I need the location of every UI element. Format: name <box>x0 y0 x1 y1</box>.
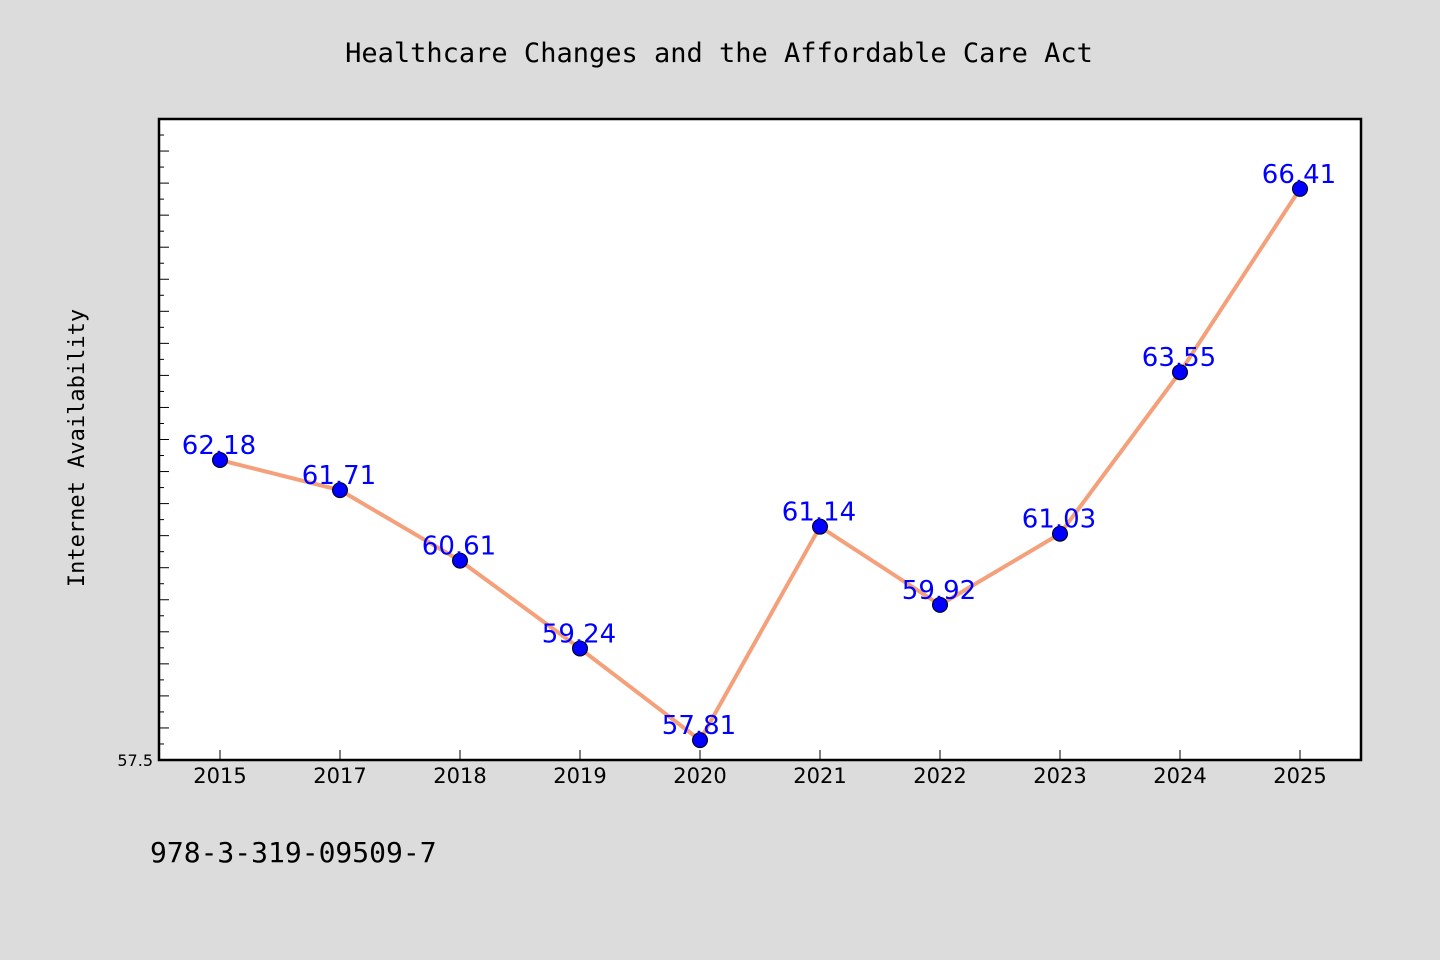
x-tick-label: 2022 <box>913 764 966 788</box>
data-point <box>1172 364 1188 381</box>
x-tick-label: 2019 <box>553 764 606 788</box>
data-label: 63.55 <box>1142 343 1216 373</box>
x-axis-ticks <box>219 750 1301 760</box>
plot-area <box>159 119 1361 760</box>
data-point <box>212 452 228 469</box>
x-tick-label: 2024 <box>1153 764 1206 788</box>
chart-title: Healthcare Changes and the Affordable Ca… <box>345 38 1093 69</box>
isbn-footer: 978-3-319-09509-7 <box>150 836 437 869</box>
data-point <box>812 518 828 535</box>
y-axis-label: Internet Availability <box>65 309 90 587</box>
x-axis-tick-labels: 2015 2017 2018 2019 2020 2021 2022 2023 2024 2025 <box>193 764 1326 788</box>
data-point <box>932 596 948 613</box>
data-point <box>332 482 348 499</box>
data-label: 57.81 <box>662 711 736 741</box>
y-tick-label: 57.5 <box>117 751 153 770</box>
data-label: 62.18 <box>182 431 256 461</box>
x-tick-label: 2017 <box>313 764 366 788</box>
x-tick-label: 2023 <box>1033 764 1086 788</box>
data-point <box>1292 180 1308 197</box>
series-line <box>218 186 1302 743</box>
data-label: 61.14 <box>782 498 856 528</box>
y-axis-ticks <box>159 118 169 761</box>
data-point <box>692 732 708 749</box>
x-tick-label: 2025 <box>1273 764 1326 788</box>
x-tick-label: 2015 <box>193 764 246 788</box>
data-point <box>452 552 468 569</box>
data-label: 66.41 <box>1262 160 1336 190</box>
series-line-group <box>218 186 1302 743</box>
data-label: 61.03 <box>1022 505 1096 535</box>
data-label: 59.92 <box>902 576 976 606</box>
x-tick-label: 2021 <box>793 764 846 788</box>
x-tick-label: 2020 <box>673 764 726 788</box>
data-point <box>1052 525 1068 542</box>
data-label: 59.24 <box>542 619 616 649</box>
data-label: 60.61 <box>422 532 496 562</box>
x-tick-label: 2018 <box>433 764 486 788</box>
data-point <box>572 640 588 657</box>
plot-frame <box>157 117 1363 762</box>
data-labels: 62.18 61.71 60.61 59.24 57.81 61.14 59.92 61.03… <box>182 160 1336 741</box>
data-points <box>212 180 1308 749</box>
data-label: 61.71 <box>302 461 376 491</box>
